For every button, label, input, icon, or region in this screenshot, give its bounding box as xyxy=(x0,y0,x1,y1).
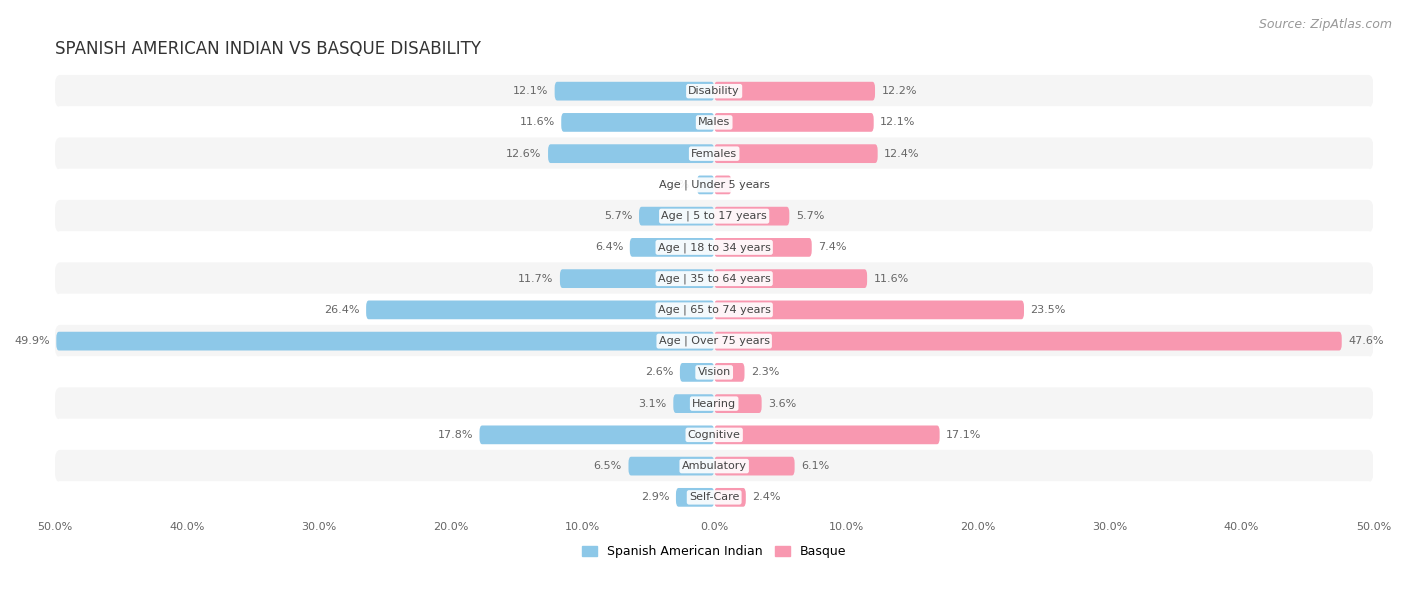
Text: 2.9%: 2.9% xyxy=(641,492,669,502)
FancyBboxPatch shape xyxy=(55,294,1374,326)
FancyBboxPatch shape xyxy=(714,394,762,413)
FancyBboxPatch shape xyxy=(714,269,868,288)
FancyBboxPatch shape xyxy=(55,200,1374,233)
FancyBboxPatch shape xyxy=(55,106,1374,139)
Text: 12.1%: 12.1% xyxy=(513,86,548,96)
Text: Age | 35 to 64 years: Age | 35 to 64 years xyxy=(658,274,770,284)
FancyBboxPatch shape xyxy=(714,425,939,444)
Legend: Spanish American Indian, Basque: Spanish American Indian, Basque xyxy=(576,540,852,563)
FancyBboxPatch shape xyxy=(55,75,1374,108)
FancyBboxPatch shape xyxy=(548,144,714,163)
FancyBboxPatch shape xyxy=(714,457,794,476)
Text: Hearing: Hearing xyxy=(692,398,737,409)
FancyBboxPatch shape xyxy=(714,238,811,257)
FancyBboxPatch shape xyxy=(55,263,1374,295)
Text: 1.3%: 1.3% xyxy=(738,180,766,190)
FancyBboxPatch shape xyxy=(561,113,714,132)
FancyBboxPatch shape xyxy=(714,82,875,100)
FancyBboxPatch shape xyxy=(676,488,714,507)
FancyBboxPatch shape xyxy=(55,356,1374,389)
FancyBboxPatch shape xyxy=(55,325,1374,357)
FancyBboxPatch shape xyxy=(560,269,714,288)
FancyBboxPatch shape xyxy=(479,425,714,444)
Text: 6.5%: 6.5% xyxy=(593,461,621,471)
FancyBboxPatch shape xyxy=(554,82,714,100)
Text: Age | 65 to 74 years: Age | 65 to 74 years xyxy=(658,305,770,315)
FancyBboxPatch shape xyxy=(55,387,1374,420)
Text: 11.7%: 11.7% xyxy=(517,274,554,283)
FancyBboxPatch shape xyxy=(714,363,745,382)
FancyBboxPatch shape xyxy=(640,207,714,225)
Text: 1.3%: 1.3% xyxy=(662,180,690,190)
Text: 7.4%: 7.4% xyxy=(818,242,846,252)
FancyBboxPatch shape xyxy=(714,488,745,507)
Text: 5.7%: 5.7% xyxy=(796,211,824,221)
FancyBboxPatch shape xyxy=(56,332,714,351)
Text: 3.1%: 3.1% xyxy=(638,398,666,409)
FancyBboxPatch shape xyxy=(628,457,714,476)
FancyBboxPatch shape xyxy=(697,176,714,194)
FancyBboxPatch shape xyxy=(55,169,1374,201)
Text: Ambulatory: Ambulatory xyxy=(682,461,747,471)
FancyBboxPatch shape xyxy=(714,176,731,194)
Text: Vision: Vision xyxy=(697,367,731,378)
Text: Self-Care: Self-Care xyxy=(689,492,740,502)
FancyBboxPatch shape xyxy=(714,207,789,225)
Text: 49.9%: 49.9% xyxy=(14,336,49,346)
FancyBboxPatch shape xyxy=(681,363,714,382)
FancyBboxPatch shape xyxy=(714,144,877,163)
Text: 6.1%: 6.1% xyxy=(801,461,830,471)
FancyBboxPatch shape xyxy=(55,450,1374,482)
Text: Age | 5 to 17 years: Age | 5 to 17 years xyxy=(661,211,768,222)
Text: 3.6%: 3.6% xyxy=(768,398,796,409)
Text: 23.5%: 23.5% xyxy=(1031,305,1066,315)
Text: Females: Females xyxy=(692,149,737,159)
Text: 6.4%: 6.4% xyxy=(595,242,623,252)
FancyBboxPatch shape xyxy=(55,138,1374,170)
Text: 26.4%: 26.4% xyxy=(323,305,360,315)
Text: 5.7%: 5.7% xyxy=(605,211,633,221)
Text: 12.6%: 12.6% xyxy=(506,149,541,159)
Text: 12.1%: 12.1% xyxy=(880,118,915,127)
Text: Disability: Disability xyxy=(689,86,740,96)
Text: 12.2%: 12.2% xyxy=(882,86,917,96)
Text: 17.1%: 17.1% xyxy=(946,430,981,440)
FancyBboxPatch shape xyxy=(714,113,873,132)
Text: 11.6%: 11.6% xyxy=(873,274,908,283)
Text: Age | Over 75 years: Age | Over 75 years xyxy=(658,336,769,346)
Text: 2.4%: 2.4% xyxy=(752,492,780,502)
FancyBboxPatch shape xyxy=(714,300,1024,319)
Text: 11.6%: 11.6% xyxy=(519,118,554,127)
Text: Age | 18 to 34 years: Age | 18 to 34 years xyxy=(658,242,770,253)
Text: Cognitive: Cognitive xyxy=(688,430,741,440)
Text: 47.6%: 47.6% xyxy=(1348,336,1384,346)
Text: Males: Males xyxy=(697,118,730,127)
Text: 12.4%: 12.4% xyxy=(884,149,920,159)
Text: SPANISH AMERICAN INDIAN VS BASQUE DISABILITY: SPANISH AMERICAN INDIAN VS BASQUE DISABI… xyxy=(55,40,481,58)
FancyBboxPatch shape xyxy=(673,394,714,413)
Text: Source: ZipAtlas.com: Source: ZipAtlas.com xyxy=(1258,18,1392,31)
Text: 17.8%: 17.8% xyxy=(437,430,472,440)
FancyBboxPatch shape xyxy=(55,481,1374,513)
FancyBboxPatch shape xyxy=(55,231,1374,264)
FancyBboxPatch shape xyxy=(366,300,714,319)
Text: 2.6%: 2.6% xyxy=(645,367,673,378)
FancyBboxPatch shape xyxy=(630,238,714,257)
FancyBboxPatch shape xyxy=(55,419,1374,451)
Text: Age | Under 5 years: Age | Under 5 years xyxy=(659,180,769,190)
Text: 2.3%: 2.3% xyxy=(751,367,779,378)
FancyBboxPatch shape xyxy=(714,332,1341,351)
